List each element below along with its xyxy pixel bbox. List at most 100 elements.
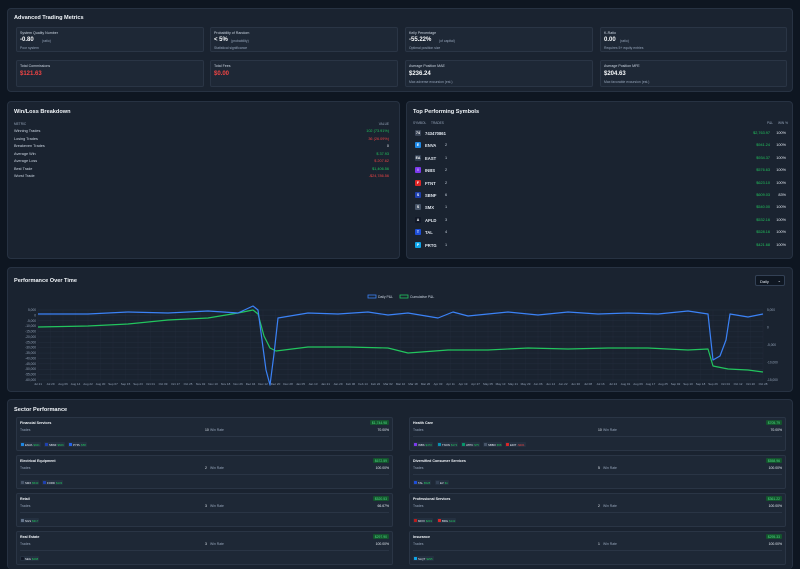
symbol-pnl: $609.03 [756,193,770,197]
mfe-value: $204.63 [604,71,626,77]
sector-trades-label: Trades [413,542,424,546]
sector-trades-label: Trades [20,466,31,470]
mfe-label: Average Position MFE [604,64,640,68]
symbol-trades: 4 [445,230,448,235]
sector-symbol-chip[interactable]: NGS $317 [20,518,40,523]
sector-trades-label: Trades [20,504,31,508]
sector-symbol-chip[interactable]: SMX $540 [20,480,40,485]
winloss-value: 0 [386,144,389,148]
mae-box: Average Position MAE $236.24 Max adverse… [405,60,593,87]
sector-symbol-chip[interactable]: INBS $470 [413,442,433,447]
sector-pnl-badge: $520.53 [372,496,389,501]
top-symbol-row[interactable]: A APLD 3 $532.16 100% [411,215,788,227]
sector-winrate: 70.00% [770,428,783,432]
x-tick-label: Sep 15 [121,382,131,386]
sector-symbol-chip[interactable]: SLQT $295 [413,556,434,561]
sector-symbol-chip[interactable]: TNON $173 [437,442,459,447]
symbol-winrate: 100% [776,205,786,210]
sector-symbol-chip[interactable]: BRG $142 [437,518,457,523]
x-tick-label: Aug 09 [633,382,643,386]
sector-symbol-chip[interactable]: SEG $298 [20,556,40,561]
sector-title: Sector Performance [14,407,68,413]
x-tick-label: Nov 26 [233,382,243,386]
col-pnl: P&L [767,121,774,125]
symbol-winrate: 100% [776,217,786,222]
sector-item[interactable]: Professional Services $361.22 Trades 2 W… [409,493,786,527]
winloss-col-metric: METRIC [14,122,27,126]
sector-trades: 5 [598,466,600,470]
sector-symbol-chip[interactable]: TAL $528 [413,480,432,485]
sector-symbol-chip[interactable]: EV $1 [435,480,449,485]
x-tick-label: Oct 28 [759,382,768,386]
x-tick-label: May 13 [496,382,506,386]
sector-item[interactable]: Real Estate $297.90 Trades 3 Win Rate 10… [16,531,393,565]
top-symbol-row[interactable]: I INBS 2 $576.63 100% [411,165,788,177]
sector-item[interactable]: Health Care $705.79 Trades 10 Win Rate 7… [409,417,786,451]
sector-item[interactable]: Retail $520.53 Trades 3 Win Rate 66.67% … [16,493,393,527]
mfe-desc: Max favorable excursion (est.) [604,80,650,84]
top-symbol-row[interactable]: 74 743470861 $2,763.97 100% [411,128,788,140]
performance-chart: 5,0000-5,000-10,000-15,000-20,000-25,000… [25,294,778,386]
pr-box: Probability of Random < 5% (probability)… [210,27,398,52]
symbol-pnl: $941.24 [756,143,770,148]
sqn-desc: Poor system [20,46,39,50]
symbol-trades: 1 [445,242,448,247]
x-tick-label: Apr 11 [446,382,455,386]
symbol-logo-icon: I [415,167,421,174]
sector-symbol-chip[interactable]: ENVA $941 [20,442,41,447]
sector-symbol-chip[interactable]: ATPC $75 [461,442,480,447]
x-tick-label: Feb 22 [371,382,381,386]
sector-pnl-badge: $558.96 [765,458,782,463]
x-tick-label: Jul 08 [584,382,592,386]
sector-item[interactable]: Diversified Consumer Services $558.96 Tr… [409,455,786,489]
x-tick-label: Jun 30 [571,382,580,386]
x-tick-label: Sep 07 [108,382,118,386]
sqn-label: System Quality Number [20,31,58,35]
sector-item[interactable]: Electrical Equipment $672.59 Trades 2 Wi… [16,455,393,489]
fees-label: Total Fees [214,64,231,68]
x-tick-label: Jun 06 [533,382,542,386]
top-symbol-row[interactable]: P PRTG 1 $421.68 100% [411,240,788,252]
sector-trades: 2 [205,466,207,470]
sector-symbol-chip[interactable]: MIXX $219 [413,518,434,523]
symbol-logo-icon: F [415,179,421,186]
sector-symbol-chip[interactable]: SBBO $58 [483,442,503,447]
symbol-logo-icon: E [415,142,421,149]
sector-symbol-chip[interactable]: FORD $133 [42,480,64,485]
top-symbol-row[interactable]: E ENVA 2 $941.24 100% [411,140,788,152]
winloss-card: Win/Loss Breakdown METRIC VALUE Winning … [7,101,400,259]
x-tick-label: Oct 17 [171,382,180,386]
x-tick-label: Dec 04 [246,382,256,386]
symbol-name: SBNF [425,193,437,198]
cumulative-pnl-line [37,309,764,373]
sector-item[interactable]: Financial Services $1,744.98 Trades 10 W… [16,417,393,451]
top-symbol-row[interactable]: T TAL 4 $528.16 100% [411,227,788,239]
winloss-metric: Average Win [14,151,36,156]
top-symbol-row[interactable]: F FTNT 2 $623.10 100% [411,178,788,190]
y-tick-label-left: -50,000 [25,367,36,371]
symbol-logo-icon: EA [415,154,421,161]
winloss-metric: Breakeven Trades [14,144,45,148]
winloss-metric: Best Trade [14,166,33,171]
symbol-winrate: 100% [776,168,786,173]
sector-symbol-chip[interactable]: EDIT -$161 [505,442,526,447]
sector-item[interactable]: Insurance $295.33 Trades 1 Win Rate 100.… [409,531,786,565]
kelly-unit: (of capital) [439,39,455,43]
sector-symbol-chip[interactable]: PYPL $58 [68,442,87,447]
kelly-value: -55.22% [409,37,432,43]
top-symbol-row[interactable]: S SMX 1 $540.00 100% [411,202,788,214]
x-tick-label: Oct 12 [734,382,743,386]
y-tick-label-left: -35,000 [25,351,36,355]
commissions-label: Total Commissions [20,64,51,68]
winloss-col-value: VALUE [378,122,389,126]
top-symbols-card: Top Performing Symbols SYMBOL TRADES P&L… [406,101,793,259]
sector-symbol-chip[interactable]: SBNF $609 [44,442,65,447]
symbol-pnl: $934.37 [756,155,770,160]
top-symbol-row[interactable]: S SBNF 6 $609.03 83% [411,190,788,202]
period-select[interactable]: Daily ⌄ [755,275,785,286]
y-tick-label-left: 5,000 [28,308,36,312]
top-symbol-row[interactable]: EA EAST 1 $934.37 100% [411,153,788,165]
symbol-pnl: $623.10 [756,180,770,185]
y-tick-label-right: 0 [767,326,769,330]
symbol-trades: 2 [445,168,448,173]
